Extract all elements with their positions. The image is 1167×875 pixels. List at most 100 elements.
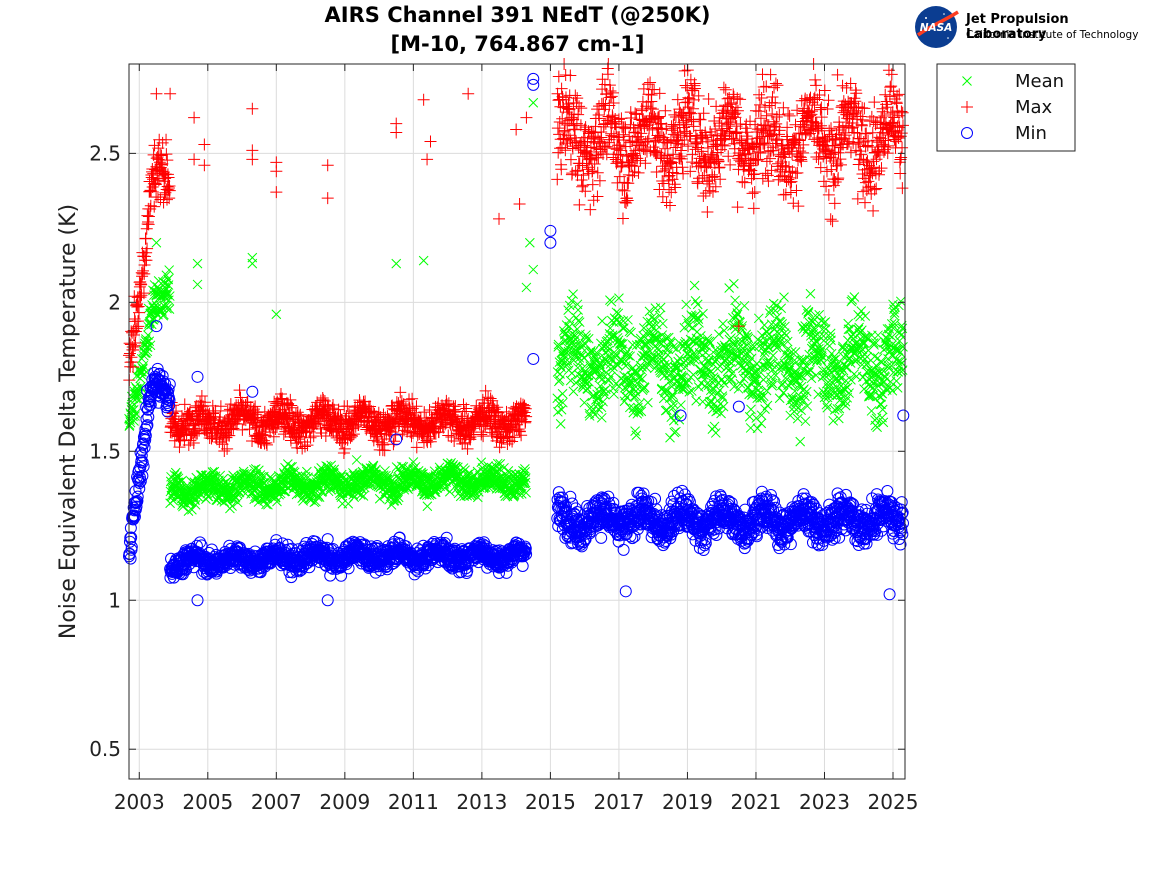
mean-point: [849, 292, 860, 302]
mean-point: [163, 280, 174, 290]
max-point: [461, 442, 474, 455]
max-point: [630, 108, 643, 121]
mean-point: [606, 296, 617, 307]
mean-point: [895, 296, 906, 307]
max-point: [378, 444, 391, 457]
mean-point: [251, 469, 262, 480]
max-point: [787, 197, 800, 210]
mean-point: [605, 323, 616, 334]
mean-point: [374, 493, 385, 504]
mean-outlier-point: [528, 264, 539, 275]
mean-point: [625, 351, 635, 362]
mean-point: [651, 319, 662, 330]
mean-point: [824, 341, 835, 351]
mean-point: [132, 386, 143, 397]
max-outlier-point: [462, 87, 475, 100]
mean-point: [583, 333, 594, 344]
max-point: [701, 205, 714, 218]
max-point: [645, 89, 658, 102]
mean-point: [752, 423, 763, 434]
mean-point: [614, 293, 624, 303]
mean-point: [712, 389, 722, 400]
max-point: [141, 215, 154, 228]
max-point: [717, 81, 730, 94]
max-point: [394, 386, 407, 399]
mean-point: [730, 295, 740, 306]
mean-point: [521, 487, 531, 498]
mean-point: [125, 417, 136, 428]
mean-point: [695, 331, 706, 341]
max-outlier-point: [321, 159, 334, 172]
mean-point: [623, 350, 634, 361]
mean-point: [674, 414, 685, 425]
max-point: [850, 87, 863, 100]
mean-point: [712, 402, 723, 413]
mean-point: [590, 409, 600, 420]
mean-point: [657, 318, 668, 329]
mean-point: [718, 401, 729, 412]
mean-point: [636, 364, 646, 375]
max-outlier-point: [198, 159, 211, 172]
mean-point: [631, 430, 642, 441]
series-mean: [124, 97, 908, 516]
mean-point: [557, 388, 568, 399]
mean-point: [693, 354, 703, 364]
mean-point: [686, 386, 697, 396]
max-outlier-point: [321, 192, 334, 205]
mean-outlier-point: [247, 258, 258, 269]
mean-point: [130, 411, 140, 421]
mean-point: [669, 362, 680, 373]
max-outlier-point: [520, 111, 533, 124]
max-point: [748, 185, 761, 198]
mean-point: [568, 289, 578, 299]
mean-point: [164, 304, 175, 315]
max-point: [777, 188, 790, 201]
max-point: [301, 439, 314, 452]
mean-point: [572, 324, 583, 334]
mean-point: [717, 393, 728, 403]
mean-point: [520, 477, 531, 488]
mean-point: [691, 395, 702, 406]
max-point: [769, 96, 782, 109]
mean-point: [520, 473, 531, 483]
max-point: [671, 93, 684, 106]
max-point: [870, 182, 883, 195]
max-point: [736, 175, 749, 188]
mean-point: [647, 312, 657, 323]
mean-point: [614, 381, 625, 392]
mean-point: [697, 396, 708, 407]
mean-point: [575, 329, 585, 340]
mean-point: [392, 495, 403, 506]
mean-point: [610, 330, 620, 341]
mean-point: [645, 346, 655, 357]
max-point: [828, 197, 841, 210]
max-point: [759, 167, 772, 180]
mean-point: [591, 347, 602, 358]
mean-point: [684, 387, 695, 397]
mean-point: [626, 327, 636, 338]
mean-point: [726, 374, 737, 384]
mean-point: [796, 405, 806, 416]
mean-point: [710, 428, 721, 438]
max-point: [831, 68, 844, 81]
max-point: [139, 232, 152, 245]
mean-point: [620, 361, 631, 371]
mean-point: [613, 308, 624, 319]
mean-point: [728, 278, 739, 289]
mean-point: [714, 329, 724, 340]
mean-outlier-point: [524, 237, 535, 248]
mean-point: [202, 488, 213, 499]
max-outlier-point: [493, 212, 506, 225]
mean-point: [624, 402, 635, 413]
mean-point: [622, 346, 633, 357]
max-outlier-point: [188, 153, 201, 166]
max-point: [771, 79, 784, 92]
mean-point: [704, 336, 715, 347]
mean-point: [739, 300, 750, 311]
mean-point: [668, 342, 678, 353]
mean-point: [605, 371, 616, 382]
mean-point: [614, 316, 625, 327]
mean-point: [232, 497, 243, 508]
max-point: [621, 194, 634, 207]
mean-point: [142, 342, 153, 352]
